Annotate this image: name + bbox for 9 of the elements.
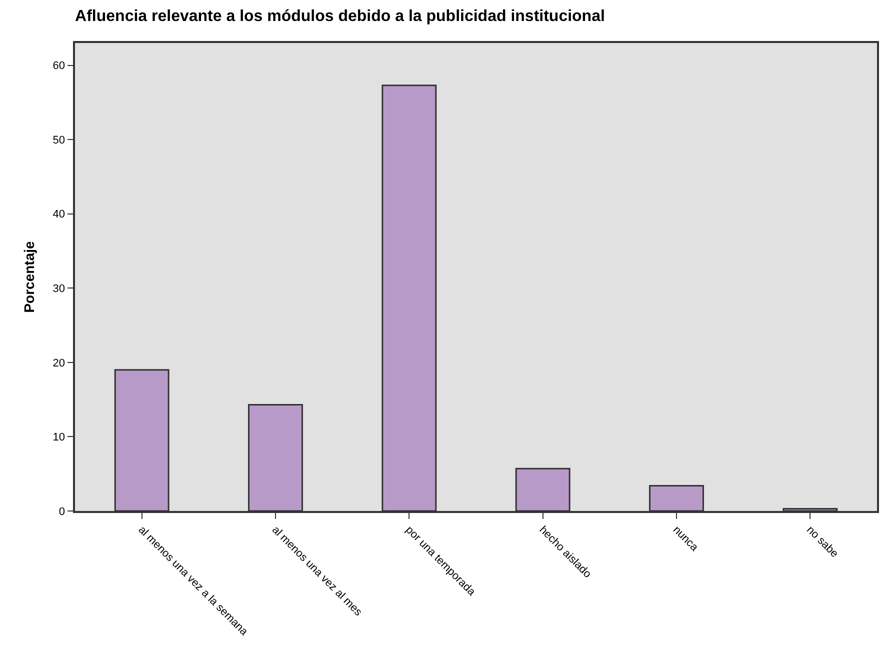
y-tick-label: 40 (52, 208, 66, 221)
y-tick-label: 50 (52, 134, 66, 146)
y-tick-label: 20 (52, 357, 66, 370)
y-tick-label: 60 (52, 60, 66, 72)
y-tick-label: 0 (58, 506, 66, 518)
chart-title: Afluencia relevante a los módulos debido a la publicidad institucional (75, 8, 605, 25)
y-tick-label: 10 (52, 432, 66, 444)
y-tick-label: 30 (52, 282, 66, 295)
y-axis-title: Porcentaje (20, 240, 37, 313)
